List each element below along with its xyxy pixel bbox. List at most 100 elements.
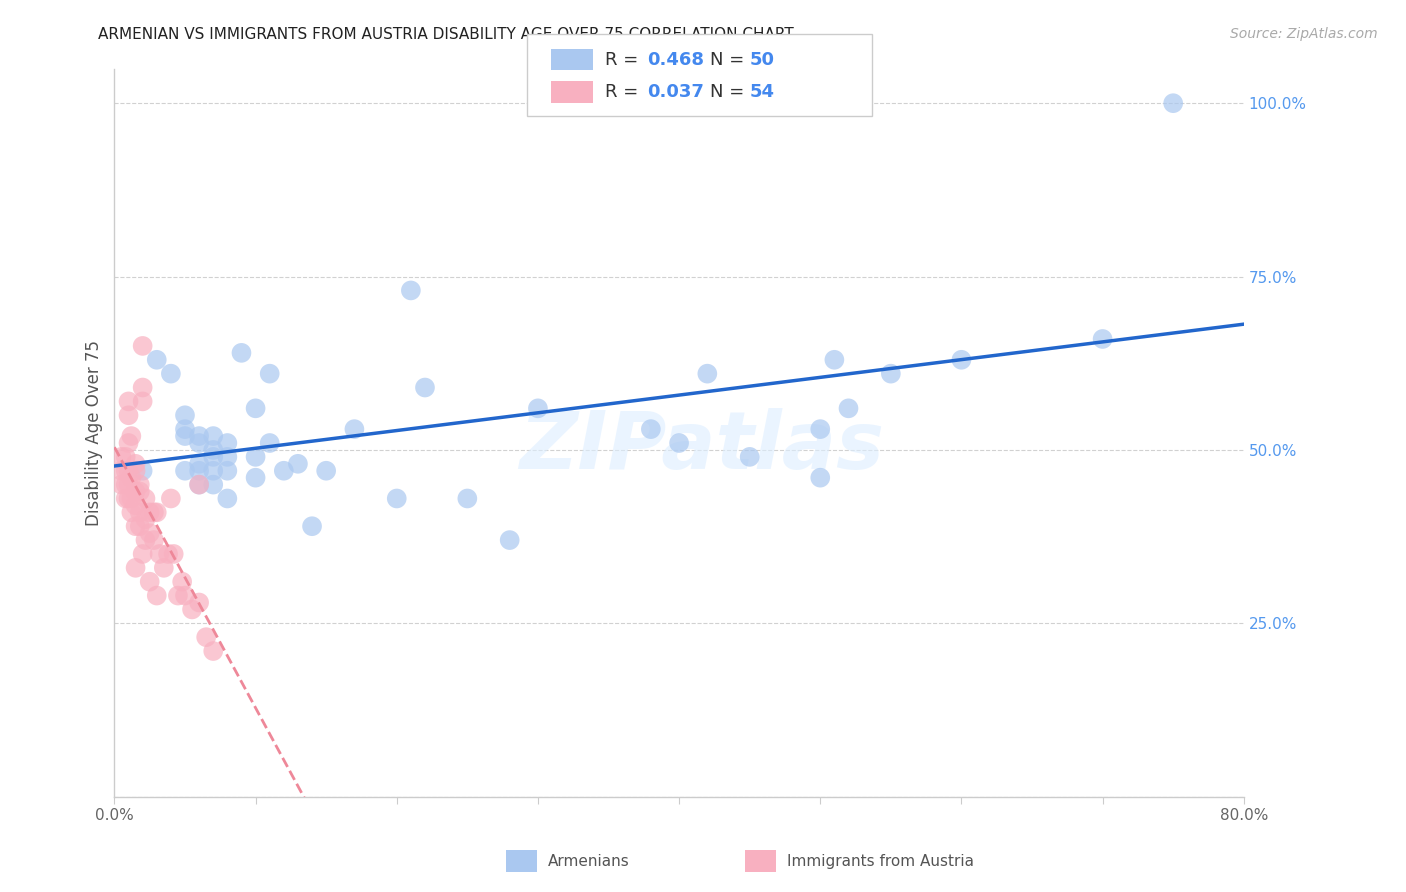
Point [117,464,139,478]
Point [145,352,167,367]
Point [188,477,211,491]
Point [124,519,146,533]
Text: N =: N = [710,83,749,101]
Point [188,457,211,471]
Point [120,505,142,519]
Point [202,644,225,658]
Point [145,505,167,519]
Text: N =: N = [710,51,749,69]
Point [163,547,186,561]
Point [880,367,903,381]
Point [114,464,136,478]
Point [131,464,153,478]
Point [1091,332,1114,346]
Point [117,477,139,491]
Point [456,491,478,506]
Text: 54: 54 [749,83,775,101]
Point [134,533,156,547]
Point [188,464,211,478]
Point [117,409,139,423]
Point [188,436,211,450]
Point [202,464,225,478]
Point [160,491,183,506]
Point [174,429,197,443]
Text: 0.037: 0.037 [647,83,703,101]
Point [837,401,859,416]
Point [131,547,153,561]
Point [124,464,146,478]
Point [117,491,139,506]
Point [1161,96,1184,111]
Point [217,436,239,450]
Point [149,547,172,561]
Point [195,630,218,644]
Point [245,401,267,416]
Point [134,512,156,526]
Point [110,450,132,464]
Point [245,450,267,464]
Point [138,505,160,519]
Point [138,526,160,541]
Point [245,471,267,485]
Point [343,422,366,436]
Point [117,394,139,409]
Point [188,595,211,609]
Point [167,589,190,603]
Point [696,367,718,381]
Point [217,491,239,506]
Text: R =: R = [605,83,644,101]
Point [202,450,225,464]
Point [128,505,150,519]
Point [217,450,239,464]
Point [120,471,142,485]
Text: ARMENIAN VS IMMIGRANTS FROM AUSTRIA DISABILITY AGE OVER 75 CORRELATION CHART: ARMENIAN VS IMMIGRANTS FROM AUSTRIA DISA… [98,27,794,42]
Point [124,499,146,513]
Point [157,547,180,561]
Point [120,491,142,506]
Text: R =: R = [605,51,644,69]
Point [668,436,690,450]
Text: Armenians: Armenians [548,854,630,869]
Point [124,561,146,575]
Point [117,436,139,450]
Point [124,457,146,471]
Point [174,589,197,603]
Text: 50: 50 [749,51,775,69]
Point [287,457,309,471]
Point [153,561,176,575]
Point [128,484,150,499]
Point [160,367,183,381]
Point [131,339,153,353]
Point [114,477,136,491]
Point [131,380,153,394]
Point [114,491,136,506]
Point [808,422,831,436]
Point [217,464,239,478]
Text: Immigrants from Austria: Immigrants from Austria [787,854,974,869]
Point [301,519,323,533]
Point [640,422,662,436]
Point [138,574,160,589]
Point [399,284,422,298]
Point [202,477,225,491]
Text: 0.468: 0.468 [647,51,704,69]
Point [413,380,436,394]
Point [823,352,845,367]
Point [131,394,153,409]
Y-axis label: Disability Age Over 75: Disability Age Over 75 [86,340,103,525]
Point [110,477,132,491]
Point [499,533,522,547]
Point [174,422,197,436]
Point [114,450,136,464]
Point [259,367,281,381]
Point [259,436,281,450]
Point [385,491,408,506]
Point [172,574,194,589]
Text: ZIPatlas: ZIPatlas [519,409,884,486]
Point [174,409,197,423]
Point [738,450,761,464]
Point [142,533,165,547]
Point [120,429,142,443]
Point [128,477,150,491]
Point [134,491,156,506]
